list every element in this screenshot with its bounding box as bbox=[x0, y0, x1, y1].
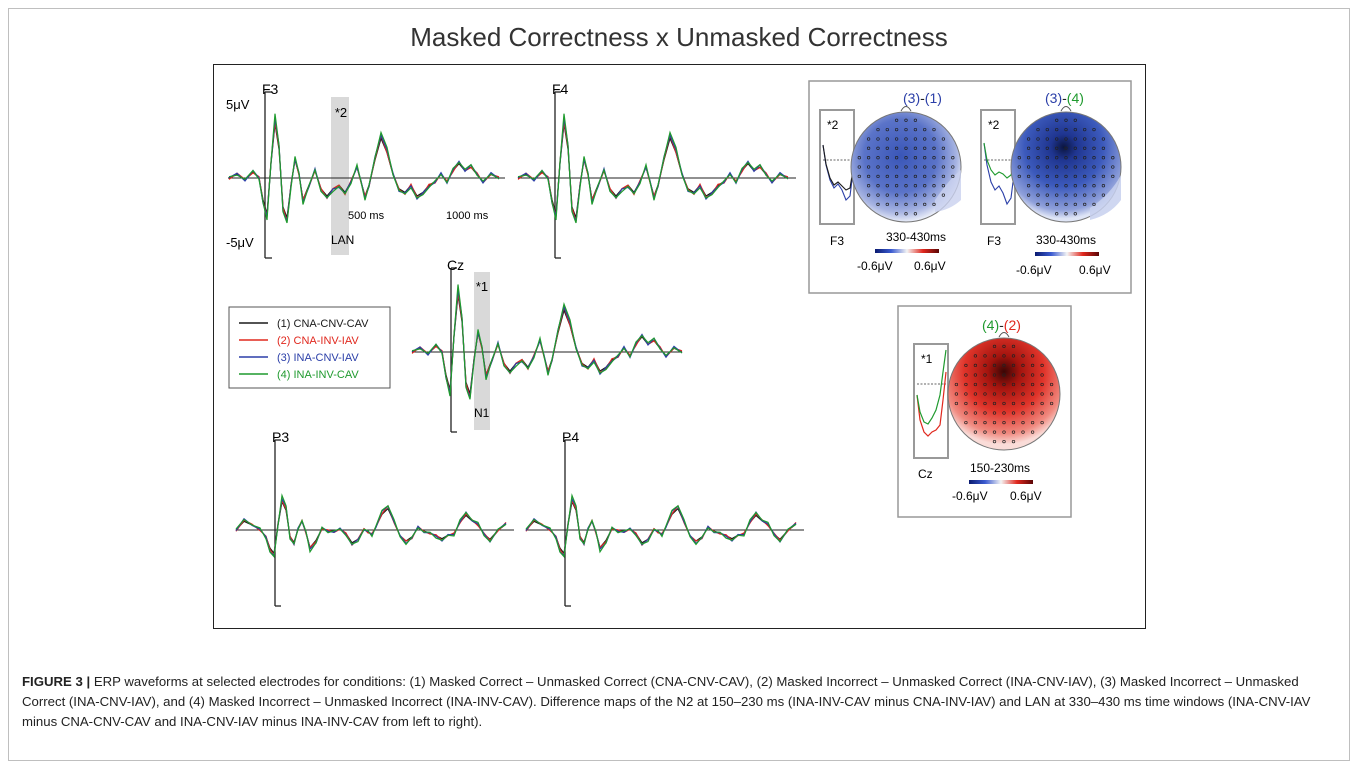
map3-colorbar bbox=[969, 480, 1033, 484]
map2-colorbar bbox=[1035, 252, 1099, 256]
map1-electrodes bbox=[857, 118, 955, 216]
caption-text: ERP waveforms at selected electrodes for… bbox=[22, 674, 1311, 729]
cz-waveforms bbox=[411, 284, 683, 400]
time-1000-label: 1000 ms bbox=[446, 210, 489, 222]
p3-waveforms bbox=[235, 493, 507, 558]
label-p3: P3 bbox=[272, 429, 289, 445]
map3-scale-min: -0.6μV bbox=[952, 489, 988, 503]
p4-waveforms bbox=[525, 493, 797, 558]
map2-scale-min: -0.6μV bbox=[1016, 263, 1052, 277]
plot-frame bbox=[213, 64, 1146, 629]
topo-map-3-minus-4: (3)-(4) *2 F3 330-430ms -0.6μV 0.6μV bbox=[980, 90, 1122, 277]
map1-marker: *2 bbox=[827, 118, 839, 132]
marker-star2: *2 bbox=[335, 105, 347, 120]
legend-item-2: (2) CNA-INV-IAV bbox=[277, 335, 359, 347]
figure-frame bbox=[8, 8, 1350, 761]
panel-f4: F4 bbox=[517, 81, 796, 259]
label-f4: F4 bbox=[552, 81, 569, 97]
label-p4: P4 bbox=[562, 429, 579, 445]
map1-title: (3)-(1) bbox=[903, 90, 942, 106]
amp-pos-label: 5μV bbox=[226, 97, 250, 112]
legend: (1) CNA-CNV-CAV (2) CNA-INV-IAV (3) INA-… bbox=[228, 306, 391, 389]
panel-p4: P4 bbox=[525, 429, 804, 607]
figure-title: Masked Correctness x Unmasked Correctnes… bbox=[410, 22, 948, 52]
label-cz: Cz bbox=[447, 257, 464, 273]
lan-label: LAN bbox=[331, 233, 354, 247]
panel-cz: *1 Cz N1 bbox=[411, 257, 683, 433]
map3-electrodes bbox=[954, 344, 1054, 444]
amp-neg-label: -5μV bbox=[226, 235, 254, 250]
map3-electrode: Cz bbox=[918, 467, 933, 481]
map1-scale-min: -0.6μV bbox=[857, 259, 893, 273]
f4-waveforms bbox=[517, 113, 789, 224]
map3-window: 150-230ms bbox=[970, 461, 1030, 475]
n1-label: N1 bbox=[474, 406, 490, 420]
map1-colorbar bbox=[875, 249, 939, 253]
figure-caption: FIGURE 3 | ERP waveforms at selected ele… bbox=[22, 672, 1336, 732]
panel-p3: P3 bbox=[235, 429, 514, 607]
map2-scale-max: 0.6μV bbox=[1079, 263, 1111, 277]
map2-electrodes bbox=[1017, 118, 1115, 216]
legend-item-3: (3) INA-CNV-IAV bbox=[277, 352, 359, 364]
map3-scale-max: 0.6μV bbox=[1010, 489, 1042, 503]
marker-star1: *1 bbox=[476, 279, 488, 294]
map1-electrode: F3 bbox=[830, 234, 844, 248]
f3-waveforms bbox=[228, 113, 500, 224]
map2-electrode: F3 bbox=[987, 234, 1001, 248]
map2-window: 330-430ms bbox=[1036, 233, 1096, 247]
topo-map-4-minus-2: (4)-(2) *1 Cz 150-230ms -0.6μV 0.6μV bbox=[913, 317, 1061, 503]
lan-window-shade bbox=[331, 97, 349, 255]
map2-marker: *2 bbox=[988, 118, 1000, 132]
map2-title: (3)-(4) bbox=[1045, 90, 1084, 106]
label-f3: F3 bbox=[262, 81, 279, 97]
map3-title: (4)-(2) bbox=[982, 317, 1021, 333]
map3-marker: *1 bbox=[921, 352, 933, 366]
topo-map-3-minus-1: (3)-(1) *2 F3 330-430ms -0.6μV 0.6μV bbox=[819, 90, 962, 273]
map1-scale-max: 0.6μV bbox=[914, 259, 946, 273]
time-500-label: 500 ms bbox=[348, 210, 385, 222]
legend-item-1: (1) CNA-CNV-CAV bbox=[277, 318, 369, 330]
panel-f3: *2 F3 5μV -5μV 500 ms 1000 ms LAN bbox=[226, 81, 505, 259]
map1-window: 330-430ms bbox=[886, 230, 946, 244]
caption-label: FIGURE 3 | bbox=[22, 674, 91, 689]
legend-item-4: (4) INA-INV-CAV bbox=[277, 369, 359, 381]
